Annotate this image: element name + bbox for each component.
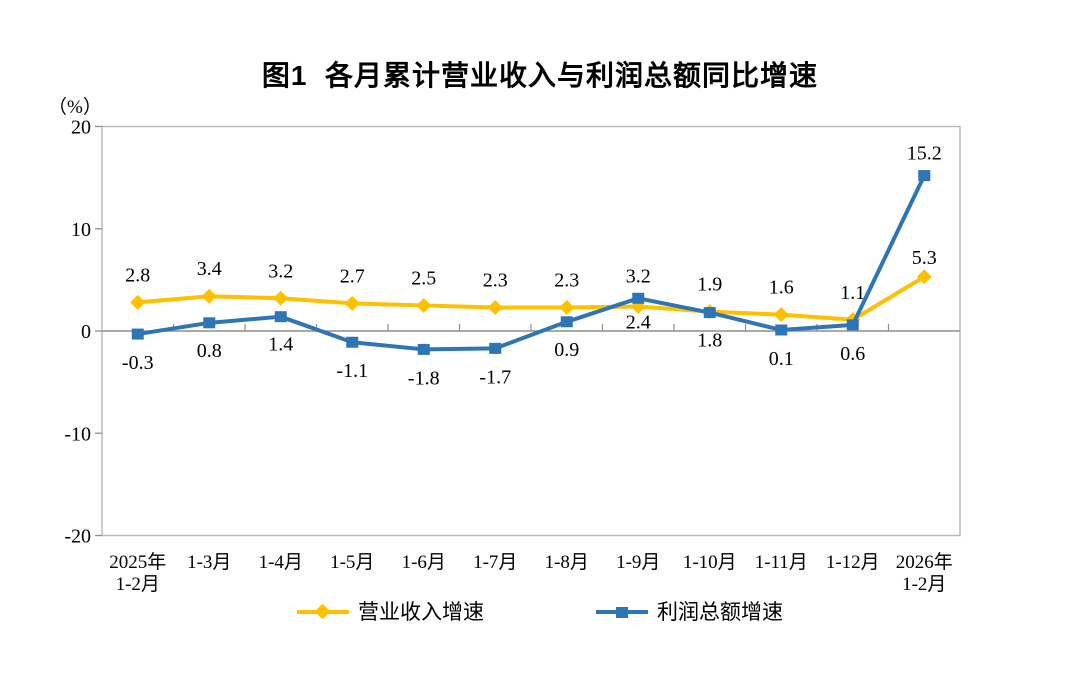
y-axis-tick-label: 10 xyxy=(71,219,91,241)
data-point-label: 1.9 xyxy=(697,274,722,296)
data-point-marker xyxy=(775,324,788,336)
data-point-label: 15.2 xyxy=(907,143,942,165)
legend-label-profit: 利润总额增速 xyxy=(657,600,783,624)
data-point-marker xyxy=(344,295,360,311)
series-line-0 xyxy=(137,275,926,322)
profit-series-swatch xyxy=(596,603,648,621)
x-axis-category-label: 1-12月 xyxy=(826,552,880,573)
data-point-label: 5.3 xyxy=(912,247,937,269)
x-axis-category-label: 1-11月 xyxy=(755,552,808,573)
data-point-label: 1.8 xyxy=(697,330,722,352)
data-point-marker xyxy=(918,170,931,182)
data-point-label: 2.7 xyxy=(340,265,365,287)
data-point-label: 2.3 xyxy=(483,269,508,291)
data-point-label: -1.7 xyxy=(479,366,511,388)
data-point-label: -0.3 xyxy=(122,352,154,374)
x-axis-category-label: 1-3月 xyxy=(187,552,231,573)
legend-item-profit: 利润总额增速 xyxy=(596,601,783,623)
data-point-label: 0.8 xyxy=(197,340,222,362)
data-point-marker xyxy=(560,316,573,328)
x-axis-category-label: 1-8月 xyxy=(545,552,589,573)
data-point-label: 2.4 xyxy=(626,311,651,333)
data-point-label: 3.2 xyxy=(268,260,293,282)
chart-title: 图1 各月累计营业收入与利润总额同比增速 xyxy=(261,60,819,91)
square-marker-icon xyxy=(616,607,628,618)
data-point-label: 0.9 xyxy=(554,339,579,361)
x-axis-category-label: 1-9月 xyxy=(616,552,660,573)
data-point-label: 3.2 xyxy=(626,265,651,287)
data-point-label: -1.1 xyxy=(336,360,368,382)
y-axis-tick-label: -20 xyxy=(64,526,91,548)
x-axis-category-label: 2025年 xyxy=(109,551,166,573)
data-point-marker xyxy=(131,328,144,340)
data-point-label: 3.4 xyxy=(197,258,222,280)
data-point-marker xyxy=(559,299,575,315)
data-point-marker xyxy=(846,319,859,331)
data-point-label: 2.5 xyxy=(411,267,436,289)
data-point-marker xyxy=(273,290,289,306)
y-axis-tick-label: -10 xyxy=(64,423,91,445)
x-axis-category-label: 1-2月 xyxy=(902,574,946,595)
diamond-marker-icon xyxy=(314,603,331,620)
y-axis-tick-label: 20 xyxy=(71,117,91,139)
data-point-marker xyxy=(203,317,216,329)
data-point-label: 2.8 xyxy=(125,264,150,286)
data-point-marker xyxy=(274,311,287,323)
x-axis-category-label: 1-6月 xyxy=(402,552,446,573)
data-point-marker xyxy=(416,297,432,313)
x-axis-category-label: 1-5月 xyxy=(330,552,374,573)
y-axis-unit-label: （%） xyxy=(48,97,102,118)
legend-label-revenue: 营业收入增速 xyxy=(358,600,484,624)
revenue-series-swatch xyxy=(297,603,349,621)
data-point-marker xyxy=(773,307,789,323)
y-axis-tick-label: 0 xyxy=(81,321,91,343)
x-axis-category-label: 1-4月 xyxy=(259,552,303,573)
chart-legend: 营业收入增速 利润总额增速 xyxy=(0,601,1080,623)
data-point-marker xyxy=(632,292,645,304)
data-point-label: 2.3 xyxy=(554,269,579,291)
data-point-marker xyxy=(201,288,217,304)
data-point-label: 0.1 xyxy=(769,348,794,370)
data-point-marker xyxy=(417,343,430,355)
data-point-label: 1.6 xyxy=(769,277,794,299)
x-axis-category-label: 1-2月 xyxy=(116,574,160,595)
x-axis-category-label: 1-7月 xyxy=(473,552,517,573)
data-point-label: 0.6 xyxy=(840,343,865,365)
legend-item-revenue: 营业收入增速 xyxy=(297,601,484,623)
data-point-marker xyxy=(489,342,502,354)
data-point-marker xyxy=(346,336,359,348)
data-point-marker xyxy=(487,299,503,315)
data-point-label: 1.4 xyxy=(268,334,293,356)
data-point-label: 1.1 xyxy=(840,282,865,304)
x-axis-category-label: 2026年 xyxy=(896,551,953,573)
data-point-marker xyxy=(130,294,146,310)
x-axis-category-label: 1-10月 xyxy=(683,552,737,573)
data-point-marker xyxy=(916,269,932,285)
data-point-marker xyxy=(703,307,716,319)
series-line-1 xyxy=(137,174,927,352)
data-point-label: -1.8 xyxy=(408,367,440,389)
